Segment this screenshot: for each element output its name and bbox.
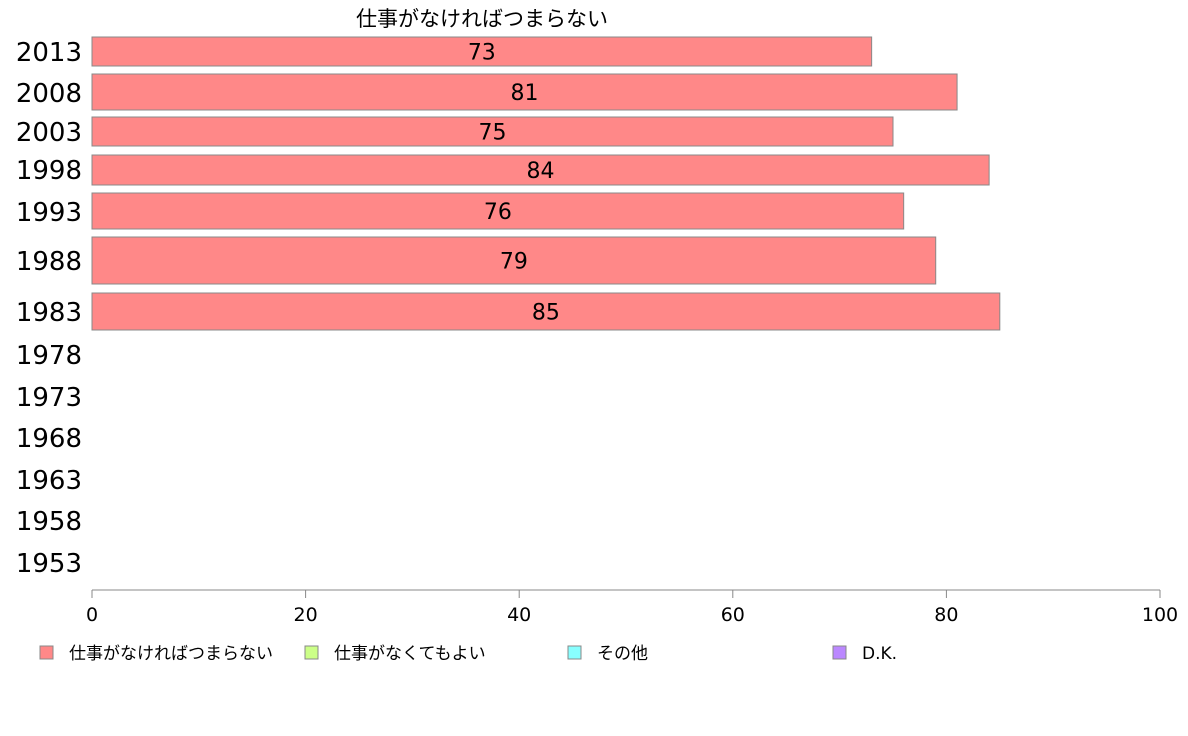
bar-value-label: 81 <box>511 81 539 106</box>
y-tick-label: 1983 <box>16 298 82 328</box>
bar-value-label: 75 <box>479 121 507 146</box>
bar <box>91 73 958 111</box>
bar <box>91 154 990 186</box>
y-tick-label: 1973 <box>16 383 82 413</box>
legend-swatch <box>304 645 319 660</box>
y-tick-label: 1963 <box>16 466 82 496</box>
y-tick-label: 1993 <box>16 198 82 228</box>
bar-value-label: 79 <box>500 250 528 275</box>
y-tick-label: 2013 <box>16 38 82 68</box>
x-tick-label: 40 <box>507 604 531 626</box>
y-tick-label: 2003 <box>16 118 82 148</box>
bar <box>91 36 873 67</box>
legend-label: 仕事がなければつまらない <box>69 644 273 664</box>
legend-label: その他 <box>597 644 648 664</box>
x-tick-label: 80 <box>934 604 958 626</box>
x-tick-label: 100 <box>1142 604 1178 626</box>
y-tick-label: 1998 <box>16 156 82 186</box>
y-tick-label: 1958 <box>16 507 82 537</box>
legend-swatch <box>832 645 847 660</box>
bar-value-label: 73 <box>468 41 496 66</box>
y-tick-label: 1978 <box>16 341 82 371</box>
legend-swatch <box>39 645 54 660</box>
y-tick-label: 1953 <box>16 549 82 579</box>
bar-value-label: 85 <box>532 301 560 326</box>
bar <box>91 192 905 230</box>
x-tick-label: 20 <box>294 604 318 626</box>
x-tick-label: 0 <box>86 604 98 626</box>
y-tick-label: 2008 <box>16 79 82 109</box>
y-tick-label: 1968 <box>16 424 82 454</box>
bar <box>91 236 937 285</box>
bar-value-label: 84 <box>527 159 555 184</box>
bar-value-label: 76 <box>484 200 512 225</box>
y-tick-label: 1988 <box>16 247 82 277</box>
chart-title: 仕事がなければつまらない <box>356 7 608 31</box>
legend-swatch <box>567 645 582 660</box>
x-tick-label: 60 <box>721 604 745 626</box>
legend-label: 仕事がなくてもよい <box>334 644 486 664</box>
legend-label: D.K. <box>862 644 897 664</box>
bar <box>91 116 894 147</box>
bar <box>91 292 1001 331</box>
